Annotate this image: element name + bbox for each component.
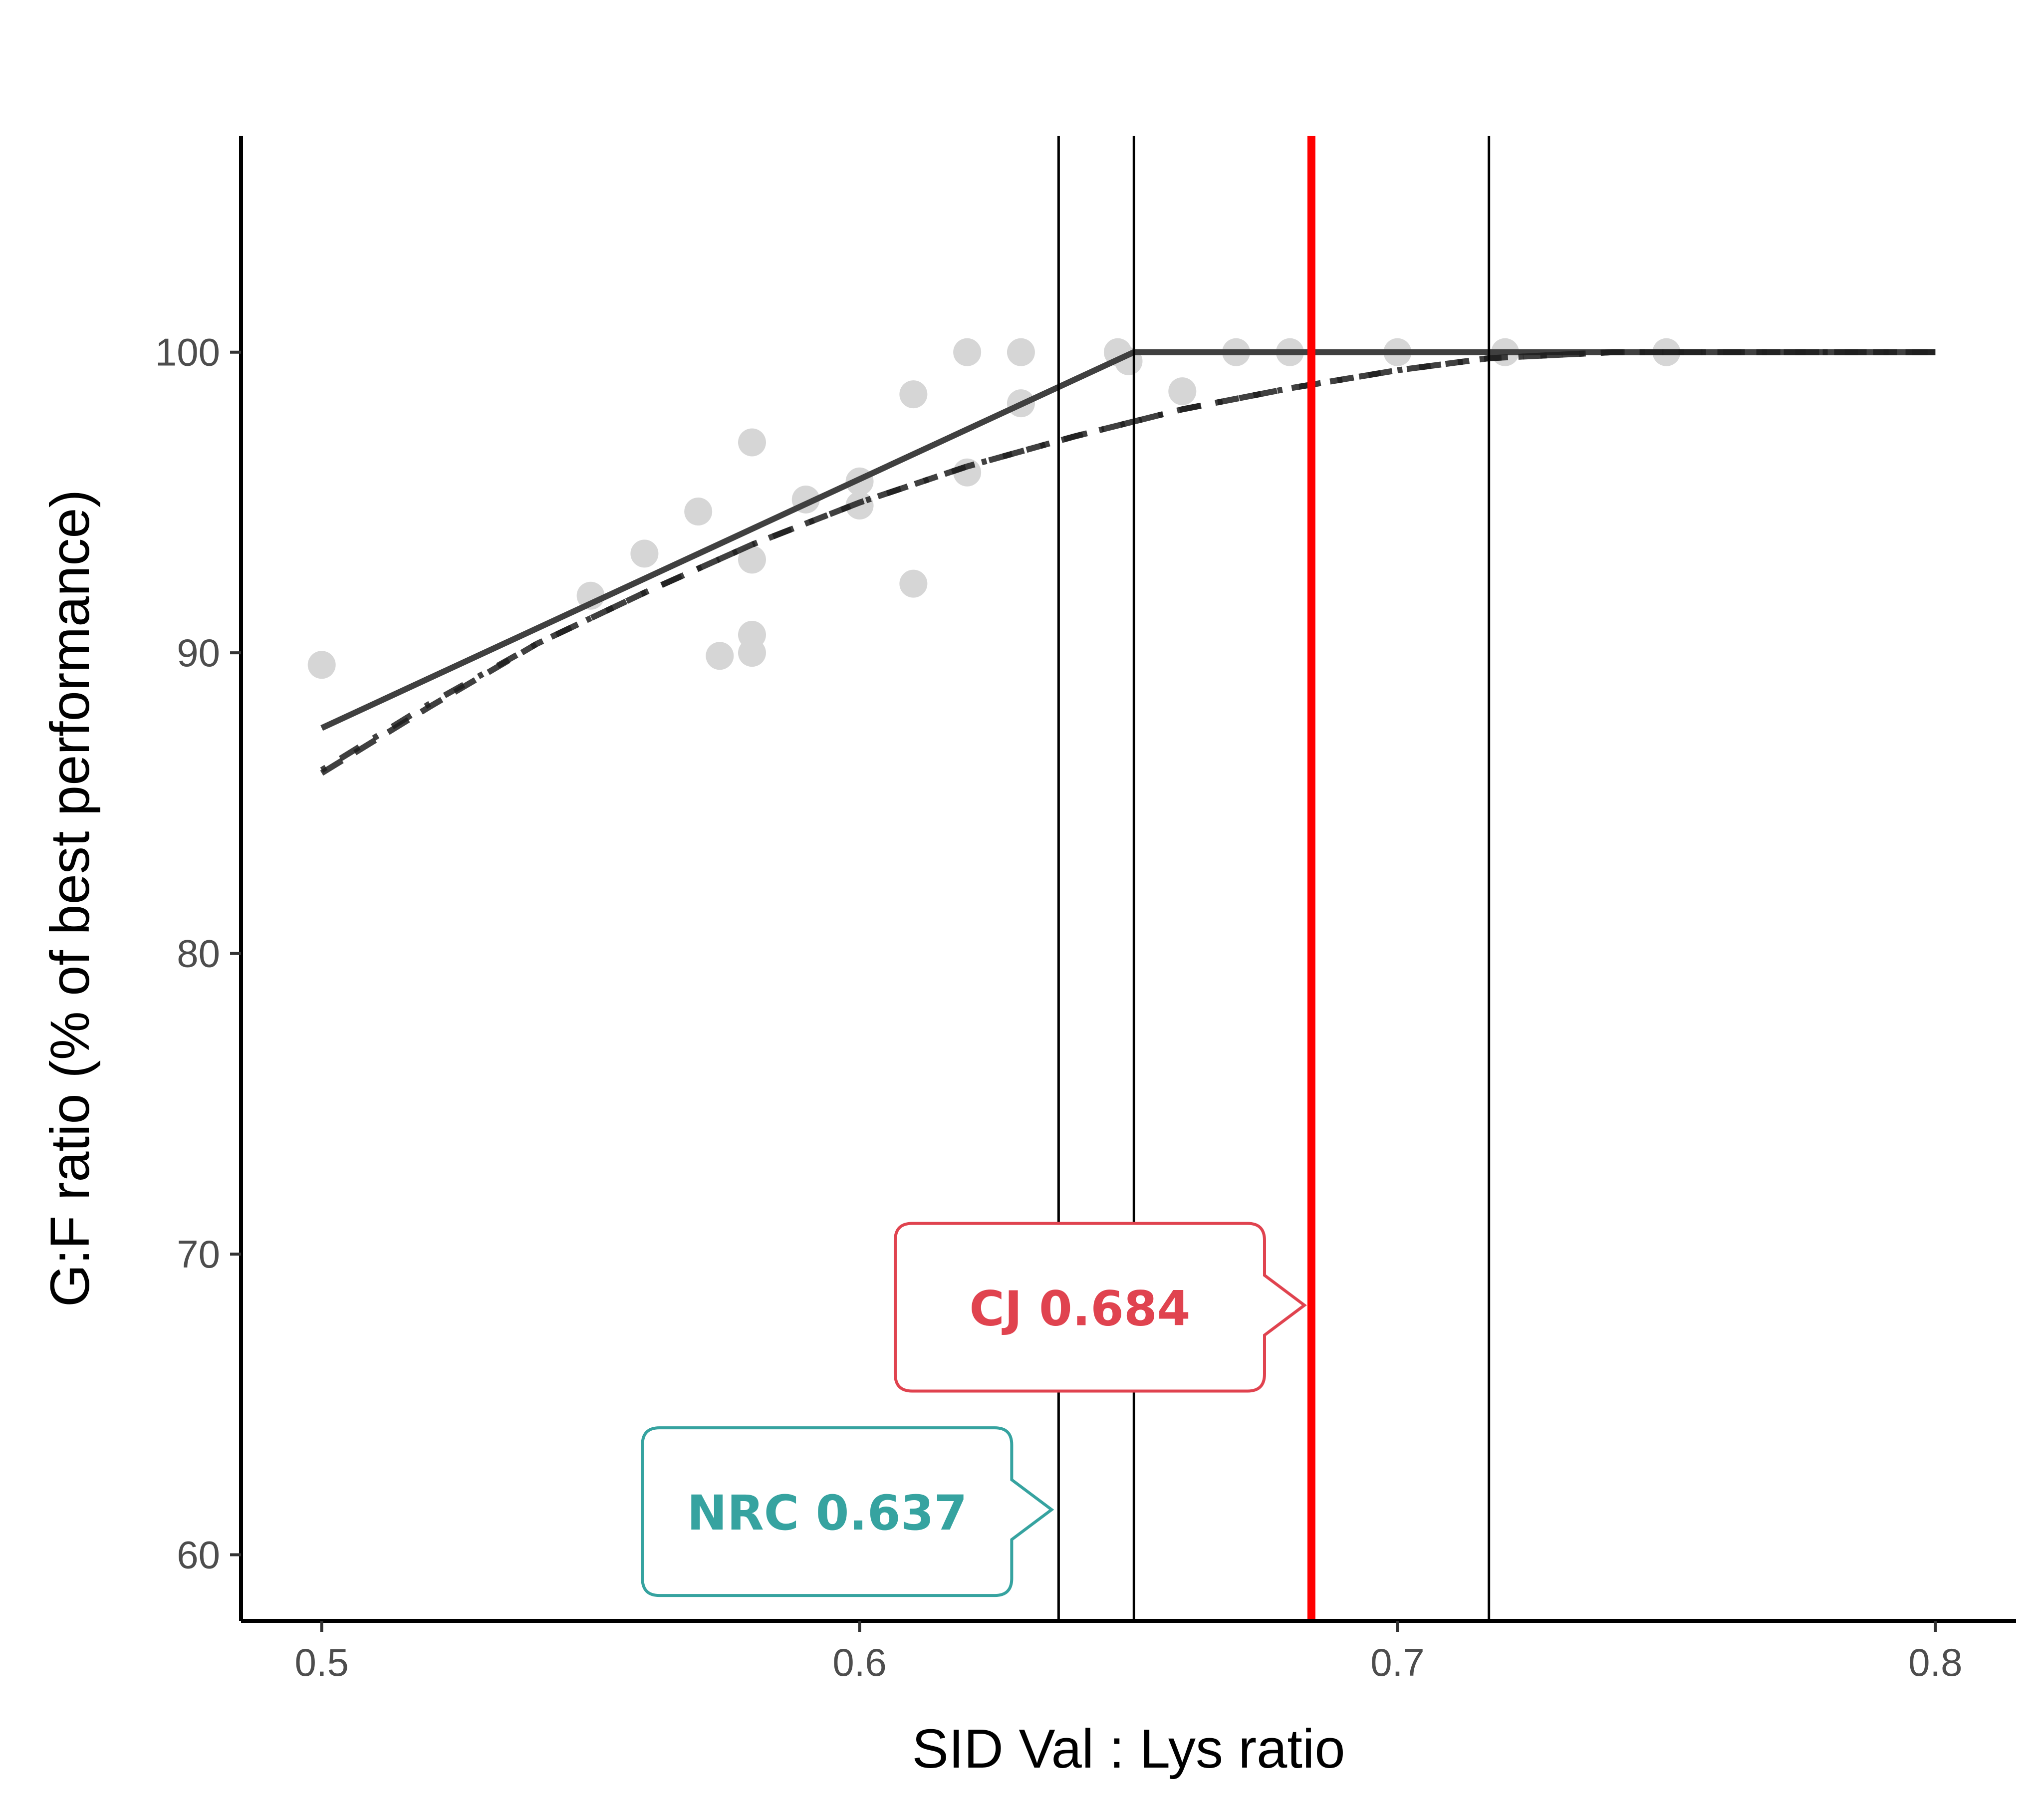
callout-box	[893, 1222, 1307, 1393]
x-tick-label: 0.7	[1370, 1640, 1424, 1684]
x-tick-label: 0.6	[832, 1640, 886, 1684]
data-point-8	[738, 639, 766, 667]
y-tick-label: 90	[177, 631, 220, 675]
y-axis-title: G:F ratio (% of best performance)	[39, 490, 101, 1307]
dashed-fit-line	[320, 349, 1936, 776]
data-point-13	[899, 569, 928, 598]
data-point-12	[899, 380, 928, 409]
y-tick-label: 70	[177, 1232, 220, 1276]
callout-box	[641, 1426, 1054, 1597]
dotdash-fit-line	[320, 349, 1936, 773]
callout-label: NRC 0.637	[687, 1485, 967, 1541]
callout-0: CJ 0.684	[893, 1222, 1307, 1393]
axes: 0.5 0.6 0.7 0.8 60 70 80 90 100	[155, 136, 2016, 1684]
scatter-points	[307, 338, 1681, 679]
data-point-4	[706, 642, 734, 670]
data-point-20	[1168, 377, 1197, 406]
fitted-lines	[320, 349, 1936, 776]
x-tick-label: 0.8	[1908, 1640, 1962, 1684]
y-tick-label: 100	[155, 330, 220, 374]
data-point-6	[738, 545, 766, 574]
callout-1: NRC 0.637	[641, 1426, 1054, 1597]
data-point-5	[738, 428, 766, 457]
data-point-16	[1007, 338, 1035, 366]
data-point-2	[630, 539, 659, 568]
y-tick-label: 60	[177, 1533, 220, 1576]
callouts: CJ 0.684 NRC 0.637	[641, 1222, 1307, 1597]
solid-fit-line	[320, 349, 1936, 731]
data-point-14	[953, 338, 982, 366]
x-tick-label: 0.5	[294, 1640, 348, 1684]
callout-label: CJ 0.684	[969, 1281, 1190, 1336]
data-point-0	[307, 651, 336, 679]
y-tick-label: 80	[177, 932, 220, 976]
x-axis-title: SID Val : Lys ratio	[912, 1718, 1345, 1780]
data-point-3	[684, 498, 713, 526]
